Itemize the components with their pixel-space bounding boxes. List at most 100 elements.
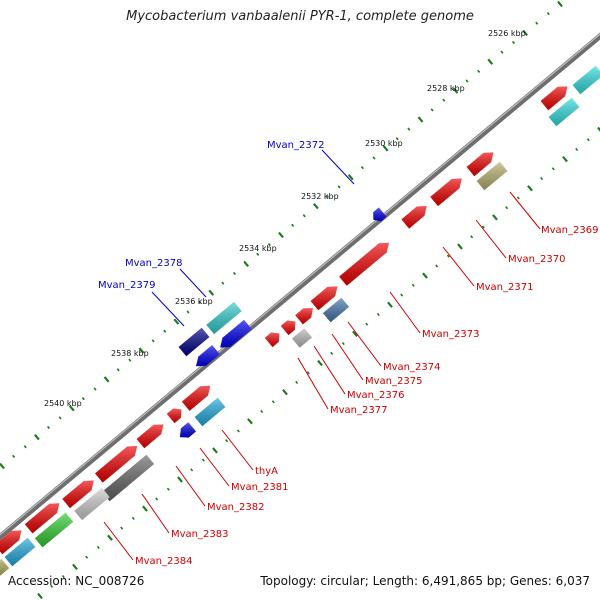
gene-arrow[interactable] [572, 65, 600, 95]
tick-mark [417, 116, 424, 123]
genome-backbone [0, 32, 600, 541]
tick-mark [37, 592, 43, 600]
tick-mark [470, 235, 474, 239]
tick-mark [236, 429, 240, 433]
gene-arrow[interactable] [179, 422, 196, 438]
tick-mark [131, 516, 135, 520]
gene-label-mvan-2377[interactable]: Mvan_2377 [330, 405, 387, 416]
gene-label-mvan-2384[interactable]: Mvan_2384 [135, 556, 192, 567]
gene-arrow[interactable] [181, 385, 211, 411]
gene-arrow[interactable] [264, 332, 280, 348]
tick-mark [138, 347, 145, 354]
gene-arrow[interactable] [24, 503, 60, 534]
gene-label-mvan-2381[interactable]: Mvan_2381 [231, 482, 288, 493]
scale-label: 2534 kbp [239, 244, 277, 253]
gene-arrow[interactable] [62, 480, 94, 509]
tick-mark [477, 69, 481, 73]
scale-label: 2530 kbp [365, 139, 403, 148]
gene-arrow[interactable] [0, 530, 22, 555]
tick-mark [0, 462, 5, 470]
tick-mark [325, 194, 330, 199]
scale-label: 2538 kbp [111, 349, 149, 358]
tick-mark [85, 555, 89, 559]
tick-mark [511, 40, 516, 45]
scale-label: 2532 kbp [301, 192, 339, 201]
scale-label: 2528 kbp [427, 84, 465, 93]
gene-label-thya[interactable]: thyA [255, 466, 278, 477]
gene-label-mvan-2373[interactable]: Mvan_2373 [422, 329, 479, 340]
gene-arrow[interactable] [101, 454, 155, 502]
gene-label-mvan-2370[interactable]: Mvan_2370 [508, 254, 565, 265]
scale-label: 2536 kbp [175, 297, 213, 306]
tick-mark [46, 425, 51, 430]
callout-line [179, 268, 207, 298]
tick-mark [33, 433, 40, 441]
callout-line [313, 345, 346, 395]
gene-label-mvan-2372[interactable]: Mvan_2372 [267, 140, 324, 151]
accession-text: Accession: NC_008726 [8, 574, 145, 588]
gene-arrow[interactable] [220, 319, 252, 348]
gene-arrow[interactable] [136, 424, 164, 449]
gene-arrow[interactable] [0, 558, 10, 577]
tick-mark [267, 243, 271, 247]
tick-mark [282, 388, 288, 396]
tick-mark [516, 196, 520, 200]
callout-line [221, 429, 254, 471]
tick-mark [500, 50, 504, 54]
tick-mark [442, 98, 446, 102]
gene-label-mvan-2374[interactable]: Mvan_2374 [383, 362, 440, 373]
gene-arrow[interactable] [540, 86, 568, 111]
callout-line [321, 149, 355, 185]
gene-arrow[interactable] [292, 328, 312, 348]
gene-label-mvan-2369[interactable]: Mvan_2369 [541, 225, 598, 236]
gene-arrow[interactable] [194, 397, 226, 427]
tick-mark [535, 21, 539, 25]
tick-mark [341, 341, 345, 346]
gene-arrow[interactable] [466, 152, 494, 177]
gene-arrow[interactable] [401, 206, 427, 229]
gene-features [0, 65, 600, 577]
upper-gene-labels: Mvan_2372 Mvan_2378 Mvan_2379 [98, 140, 324, 291]
gene-label-mvan-2378[interactable]: Mvan_2378 [125, 258, 182, 269]
gene-arrow[interactable] [310, 286, 338, 311]
gene-arrow[interactable] [295, 308, 313, 325]
gene-arrow[interactable] [322, 297, 350, 323]
callout-line [331, 333, 364, 381]
gene-arrow[interactable] [34, 512, 74, 548]
callout-line [297, 357, 329, 410]
gene-label-mvan-2382[interactable]: Mvan_2382 [207, 502, 264, 513]
gene-arrow[interactable] [74, 487, 110, 521]
gene-arrow[interactable] [280, 320, 296, 336]
gene-arrow[interactable] [95, 446, 138, 483]
gene-arrow[interactable] [166, 408, 182, 424]
tick-mark [243, 260, 250, 268]
tick-mark [291, 223, 295, 227]
tick-mark [12, 454, 16, 458]
gene-arrow[interactable] [339, 242, 389, 286]
gene-label-mvan-2379[interactable]: Mvan_2379 [98, 280, 155, 291]
gene-label-mvan-2376[interactable]: Mvan_2376 [347, 390, 404, 401]
tick-mark [527, 185, 533, 192]
gene-arrow[interactable] [476, 161, 508, 191]
gene-arrow[interactable] [206, 301, 242, 335]
gene-label-mvan-2375[interactable]: Mvan_2375 [365, 376, 422, 387]
gene-label-mvan-2383[interactable]: Mvan_2383 [171, 529, 228, 540]
tick-mark [382, 145, 389, 152]
gene-arrow[interactable] [178, 327, 210, 357]
tick-mark [435, 264, 439, 268]
tick-mark [395, 137, 399, 141]
gene-arrow[interactable] [373, 207, 387, 222]
gene-arrow[interactable] [196, 345, 220, 367]
gene-arrow[interactable] [4, 537, 36, 567]
tick-mark [457, 243, 463, 250]
gene-arrow[interactable] [548, 97, 580, 127]
gene-arrow[interactable] [430, 178, 462, 207]
tick-mark [446, 254, 450, 258]
tick-mark [430, 108, 434, 112]
gene-label-mvan-2371[interactable]: Mvan_2371 [476, 282, 533, 293]
callout-line [442, 246, 475, 287]
tick-mark [58, 416, 62, 420]
tick-mark [492, 214, 498, 221]
